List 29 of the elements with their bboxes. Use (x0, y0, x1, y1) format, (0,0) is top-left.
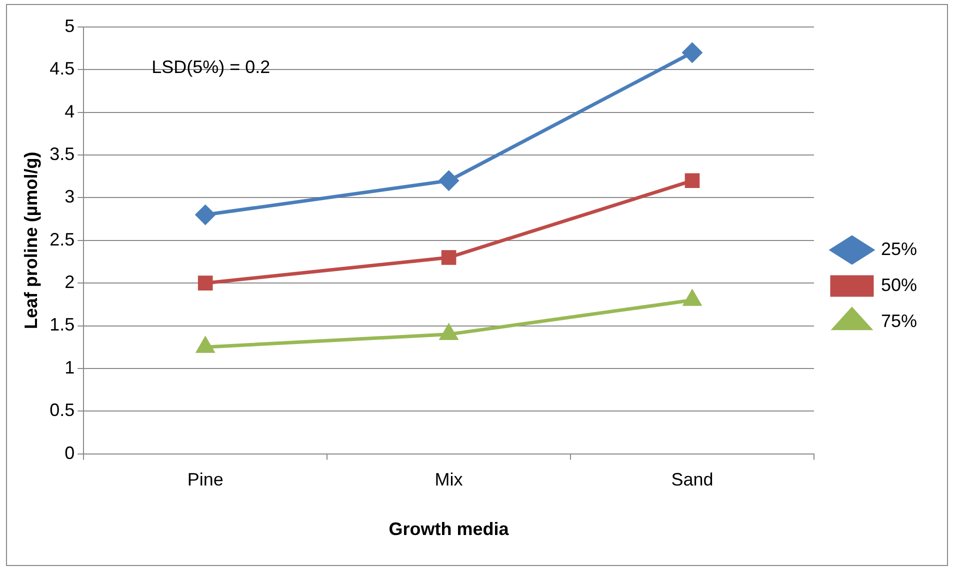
y-tick-label: 0.5 (50, 400, 75, 420)
point (439, 170, 459, 190)
y-tick-label: 4.5 (50, 58, 75, 79)
x-tick-label: Mix (434, 470, 463, 490)
x-tick-label: Sand (671, 470, 714, 490)
y-tick-label: 3.5 (50, 144, 75, 164)
y-tick-label: 1.5 (50, 314, 75, 335)
point (196, 337, 214, 353)
point (196, 205, 216, 225)
y-axis-title: Leaf proline (µmol/g) (20, 152, 41, 330)
y-tick-label: 1 (64, 357, 75, 378)
y-tick-label: 0 (64, 442, 75, 463)
legend-label: 50% (880, 274, 918, 295)
y-tick-label: 5 (64, 16, 75, 36)
point (440, 324, 458, 340)
legend-label: 75% (880, 310, 918, 331)
y-tick-label: 4 (64, 101, 75, 122)
point (684, 290, 701, 306)
y-tick-label: 2 (64, 272, 75, 292)
y-tick-label: 3 (64, 186, 75, 207)
x-tick-label: Pine (187, 470, 224, 490)
point (198, 276, 213, 290)
x-axis-title: Growth media (388, 519, 510, 540)
annotation: LSD(5%) = 0.2 (152, 56, 270, 77)
point (682, 42, 702, 62)
legend-label: 25% (880, 238, 918, 259)
point (441, 250, 456, 265)
y-tick-label: 2.5 (50, 229, 75, 250)
point (684, 173, 700, 188)
